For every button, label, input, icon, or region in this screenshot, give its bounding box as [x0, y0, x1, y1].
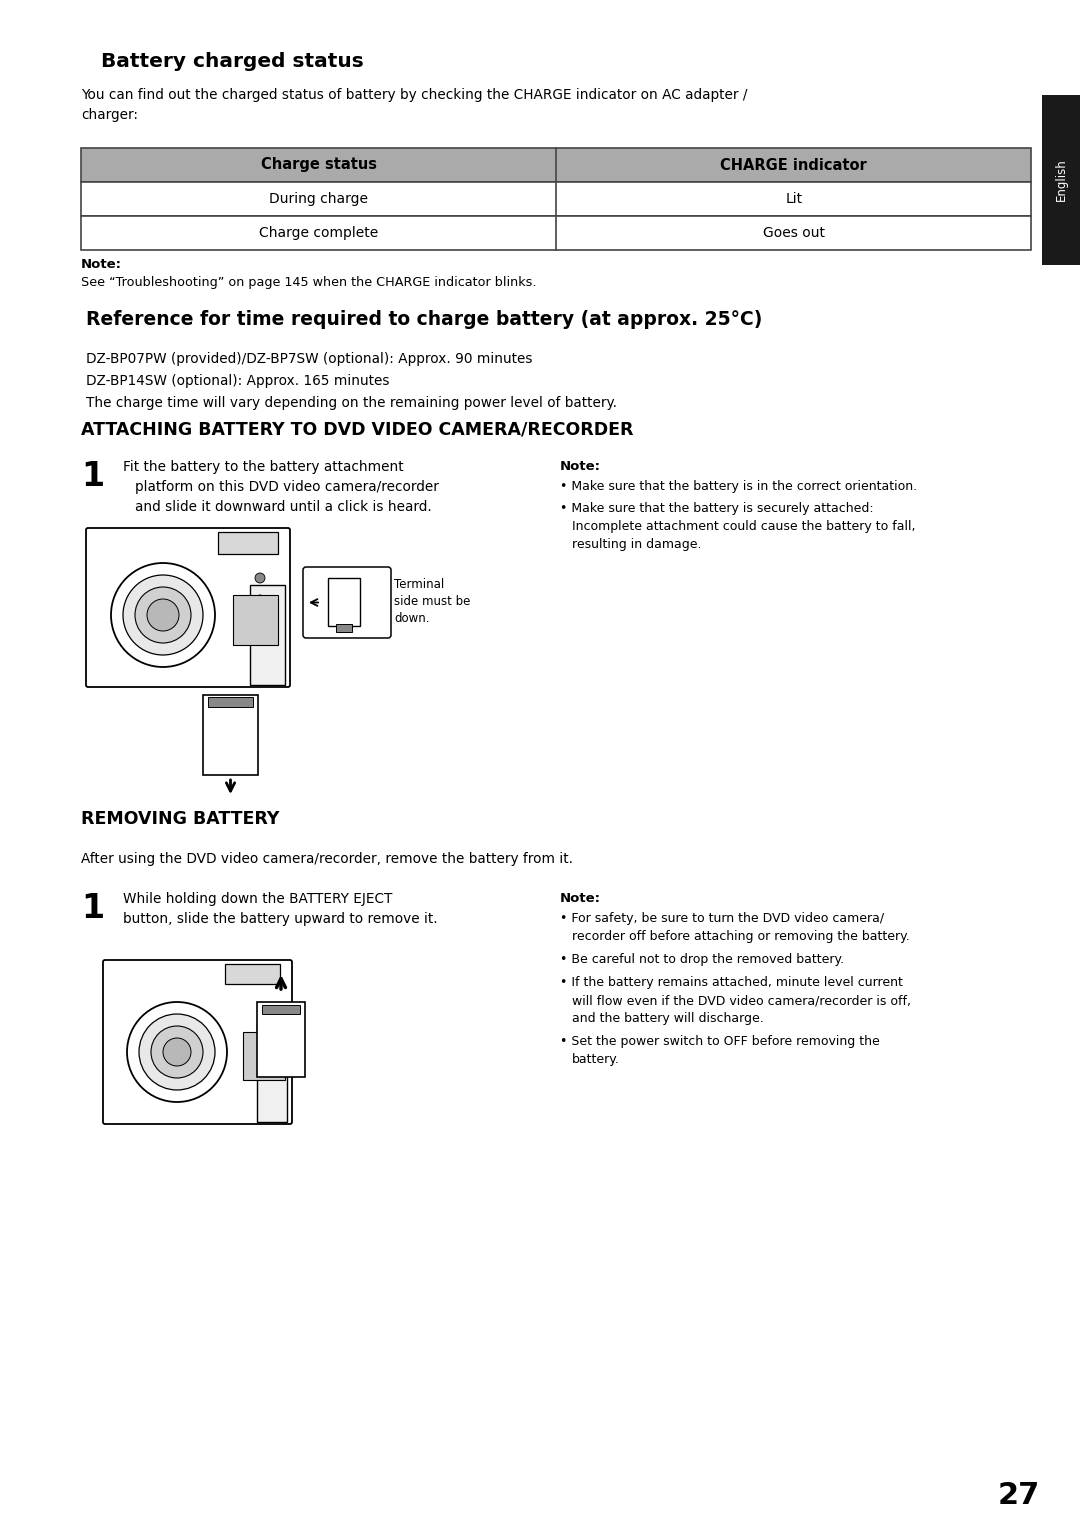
Text: DZ-BP07PW (provided)/DZ-BP7SW (optional): Approx. 90 minutes: DZ-BP07PW (provided)/DZ-BP7SW (optional)…	[86, 352, 532, 365]
Bar	[81, 216, 1031, 251]
Bar	[81, 148, 1031, 182]
Text: Battery charged status: Battery charged status	[102, 52, 364, 70]
Circle shape	[135, 587, 191, 644]
Text: Charge complete: Charge complete	[259, 226, 378, 240]
Text: The charge time will vary depending on the remaining power level of battery.: The charge time will vary depending on t…	[86, 396, 617, 410]
Text: Charge status: Charge status	[260, 157, 377, 173]
Text: • Make sure that the battery is in the correct orientation.: • Make sure that the battery is in the c…	[561, 480, 917, 492]
Circle shape	[151, 1026, 203, 1078]
Circle shape	[262, 1003, 271, 1012]
Bar	[262, 1005, 300, 1014]
Circle shape	[127, 1001, 227, 1102]
Circle shape	[139, 1014, 215, 1090]
Text: Fit the battery to the battery attachment: Fit the battery to the battery attachmen…	[123, 460, 404, 474]
Text: Goes out: Goes out	[762, 226, 825, 240]
Text: • For safety, be sure to turn the DVD video camera/: • For safety, be sure to turn the DVD vi…	[561, 911, 885, 925]
Circle shape	[262, 1046, 271, 1055]
Text: After using the DVD video camera/recorder, remove the battery from it.: After using the DVD video camera/recorde…	[81, 852, 573, 865]
Bar	[1042, 95, 1080, 265]
Bar	[243, 1032, 285, 1079]
Text: You can find out the charged status of battery by checking the CHARGE indicator : You can find out the charged status of b…	[81, 89, 747, 121]
FancyBboxPatch shape	[303, 567, 391, 638]
Text: and the battery will discharge.: and the battery will discharge.	[572, 1012, 764, 1024]
Text: and slide it downward until a click is heard.: and slide it downward until a click is h…	[135, 500, 432, 514]
Text: platform on this DVD video camera/recorder: platform on this DVD video camera/record…	[135, 480, 438, 494]
Text: Incomplete attachment could cause the battery to fall,: Incomplete attachment could cause the ba…	[572, 520, 916, 534]
Text: CHARGE indicator: CHARGE indicator	[720, 157, 867, 173]
Text: • Be careful not to drop the removed battery.: • Be careful not to drop the removed bat…	[561, 953, 845, 966]
Circle shape	[262, 1024, 271, 1034]
Bar	[225, 963, 280, 985]
Text: 1: 1	[81, 460, 104, 492]
Text: During charge: During charge	[269, 193, 368, 206]
Text: Lit: Lit	[785, 193, 802, 206]
Text: • Set the power switch to OFF before removing the: • Set the power switch to OFF before rem…	[561, 1035, 880, 1047]
Bar	[81, 182, 1031, 216]
Circle shape	[147, 599, 179, 631]
Text: Note:: Note:	[81, 258, 122, 271]
Bar	[203, 696, 258, 775]
Text: ATTACHING BATTERY TO DVD VIDEO CAMERA/RECORDER: ATTACHING BATTERY TO DVD VIDEO CAMERA/RE…	[81, 420, 634, 437]
Text: • Make sure that the battery is securely attached:: • Make sure that the battery is securely…	[561, 502, 874, 515]
Bar	[218, 532, 278, 553]
Circle shape	[111, 563, 215, 667]
Text: • If the battery remains attached, minute level current: • If the battery remains attached, minut…	[561, 976, 903, 989]
Text: Terminal
side must be
down.: Terminal side must be down.	[394, 578, 471, 625]
Text: REMOVING BATTERY: REMOVING BATTERY	[81, 810, 280, 829]
Bar	[328, 578, 360, 625]
Bar	[249, 586, 285, 685]
FancyBboxPatch shape	[103, 960, 292, 1124]
Text: 1: 1	[81, 891, 104, 925]
Circle shape	[255, 595, 265, 605]
Bar	[257, 1001, 305, 1076]
Text: Note:: Note:	[561, 891, 600, 905]
Text: 27: 27	[998, 1482, 1040, 1511]
Text: Note:: Note:	[561, 460, 600, 472]
Text: resulting in damage.: resulting in damage.	[572, 538, 702, 550]
FancyBboxPatch shape	[86, 528, 291, 687]
Text: button, slide the battery upward to remove it.: button, slide the battery upward to remo…	[123, 911, 437, 927]
Circle shape	[123, 575, 203, 654]
Text: DZ-BP14SW (optional): Approx. 165 minutes: DZ-BP14SW (optional): Approx. 165 minute…	[86, 375, 390, 388]
Circle shape	[255, 573, 265, 583]
Text: See “Troubleshooting” on page 145 when the CHARGE indicator blinks.: See “Troubleshooting” on page 145 when t…	[81, 277, 537, 289]
Text: Reference for time required to charge battery (at approx. 25°C): Reference for time required to charge ba…	[86, 310, 762, 329]
Bar	[257, 1024, 287, 1122]
Bar	[233, 595, 278, 645]
Circle shape	[255, 618, 265, 627]
Text: English: English	[1054, 159, 1067, 202]
Text: recorder off before attaching or removing the battery.: recorder off before attaching or removin…	[572, 930, 909, 943]
Text: will flow even if the DVD video camera/recorder is off,: will flow even if the DVD video camera/r…	[572, 994, 912, 1008]
Bar	[208, 697, 253, 706]
Circle shape	[163, 1038, 191, 1066]
Text: battery.: battery.	[572, 1053, 620, 1066]
Bar	[336, 624, 352, 631]
Text: While holding down the BATTERY EJECT: While holding down the BATTERY EJECT	[123, 891, 392, 907]
